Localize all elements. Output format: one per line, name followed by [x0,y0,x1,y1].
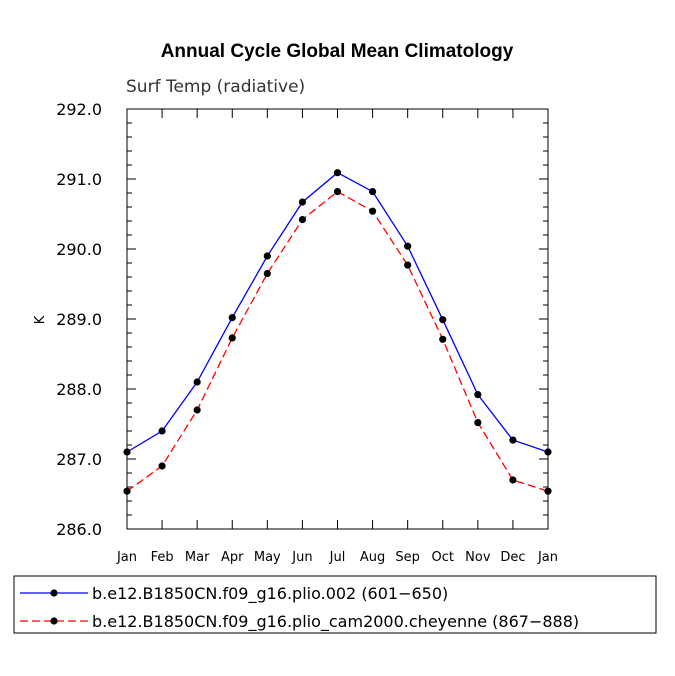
series-2-point [404,261,412,269]
series-1-point [439,316,447,324]
x-tick-label: Oct [432,550,454,565]
series-1-point [333,169,342,177]
series-1-point [404,242,412,250]
series-2-point [193,406,201,414]
series-1-point [298,198,307,206]
x-tick-label: Mar [185,550,210,565]
series-2-point [123,487,131,495]
series-2-point [474,419,482,427]
x-tick-label: Aug [360,550,385,565]
y-tick-label: 286.0 [56,520,102,539]
legend: b.e12.B1850CN.f09_g16.plio.002 (601−650)… [20,584,579,632]
y-ticks: 292.0 291.0 290.0 289.0 288.0 287.0 286.0 [56,100,548,539]
series-1-point [474,391,482,399]
legend-marker-2 [50,617,58,625]
series-1-point [123,448,131,456]
y-axis-label: K [33,315,48,324]
legend-box [13,575,657,634]
series-2-point [263,269,271,278]
series-1-point [263,252,271,260]
series-2-point [158,462,166,470]
x-tick-label: Jan [537,550,558,565]
chart-title: Annual Cycle Global Mean Climatology [161,41,514,62]
series-line-2 [126,190,549,492]
series-1-point [368,188,377,196]
legend-label-1: b.e12.B1850CN.f09_g16.plio.002 (601−650) [92,584,448,604]
x-tick-label: Nov [465,550,491,565]
x-tick-label: Dec [500,550,525,565]
x-tick-label: Apr [221,550,244,565]
y-tick-label: 290.0 [56,240,102,259]
y-tick-label: 291.0 [56,170,102,189]
y-tick-label: 288.0 [56,380,102,399]
series-1-point [228,314,236,322]
x-ticks: Jan Feb Mar Apr May Jun Jul Aug Sep Oct Nov Dec Jan [116,109,558,565]
legend-label-2: b.e12.B1850CN.f09_g16.plio_cam2000.cheye… [92,612,579,632]
series-2-point [333,188,342,196]
series-1-point [193,378,201,386]
series-2-point [228,334,236,342]
series-2-point [368,207,377,215]
series-2-point [544,487,552,495]
series-2-point [298,216,307,224]
series-2-point [509,476,517,484]
x-tick-label: Jul [329,550,346,565]
series-layer [123,169,552,495]
chart-subtitle: Surf Temp (radiative) [126,77,305,97]
series-1-point [544,448,552,456]
x-tick-label: Feb [151,550,174,565]
legend-marker-1 [50,589,58,597]
y-tick-label: 292.0 [56,100,102,119]
series-line-1 [126,171,549,453]
x-tick-label: Jan [116,550,137,565]
x-tick-label: Jun [291,550,312,565]
series-1-point [509,436,517,444]
y-tick-label: 287.0 [56,450,102,469]
series-1-point [158,427,166,435]
y-tick-label: 289.0 [56,310,102,329]
x-tick-label: May [254,550,281,565]
x-tick-label: Sep [395,550,420,565]
series-2-point [439,335,447,343]
